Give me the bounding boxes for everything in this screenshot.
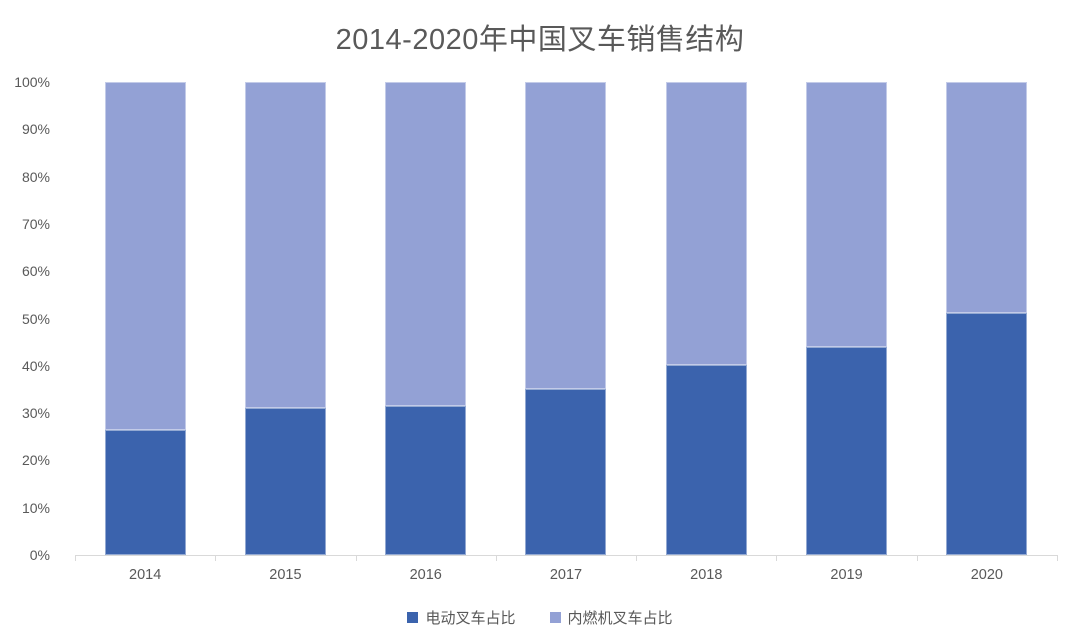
legend-label: 内燃机叉车占比 bbox=[567, 610, 673, 627]
bar-stack bbox=[385, 82, 467, 555]
bar-segment-electric-forklift bbox=[946, 312, 1028, 555]
bar-stack bbox=[244, 82, 326, 555]
bar-category-2016 bbox=[356, 82, 496, 555]
legend: 电动叉车占比 内燃机叉车占比 bbox=[0, 607, 1080, 628]
bar-category-2014 bbox=[75, 82, 215, 555]
bar-segment-ic-forklift bbox=[946, 82, 1028, 313]
bar-category-2020 bbox=[917, 82, 1057, 555]
x-axis-label-2019: 2019 bbox=[830, 567, 863, 583]
x-axis-tick bbox=[215, 555, 217, 561]
bar-segment-ic-forklift bbox=[665, 82, 747, 365]
bar-stack bbox=[525, 82, 607, 555]
x-axis-label-2018: 2018 bbox=[690, 567, 723, 583]
bar-segment-electric-forklift bbox=[244, 408, 326, 555]
bar-segment-electric-forklift bbox=[665, 364, 747, 555]
y-axis-tick-label: 100% bbox=[14, 74, 50, 90]
y-axis-tick-label: 60% bbox=[21, 263, 50, 280]
y-axis-tick-label: 20% bbox=[21, 452, 50, 469]
y-axis-tick-label: 40% bbox=[21, 357, 50, 374]
x-axis-line bbox=[75, 555, 1058, 556]
x-axis-tick bbox=[776, 555, 778, 561]
bar-stack bbox=[946, 82, 1028, 555]
x-axis-labels: 2014 2015 2016 2017 2018 2019 2020 bbox=[75, 567, 1057, 583]
bar-segment-ic-forklift bbox=[806, 82, 888, 348]
y-axis-tick-label: 80% bbox=[21, 168, 50, 185]
y-axis-tick-label: 70% bbox=[21, 215, 50, 232]
bar-segment-electric-forklift bbox=[385, 406, 467, 555]
y-axis-tick-label: 0% bbox=[29, 547, 50, 563]
chart-title: 2014-2020年中国叉车销售结构 bbox=[335, 24, 745, 56]
y-axis-tick-label: 90% bbox=[21, 121, 50, 138]
y-axis-tick-label: 30% bbox=[21, 405, 50, 422]
x-axis-tick bbox=[1057, 555, 1058, 561]
x-axis-label-2017: 2017 bbox=[549, 567, 583, 583]
y-axis-tick-label: 50% bbox=[21, 310, 50, 327]
legend-swatch-ic-forklift bbox=[549, 612, 561, 623]
x-axis-label-2020: 2020 bbox=[970, 567, 1003, 583]
bar-category-2015 bbox=[215, 82, 355, 555]
bar-segment-electric-forklift bbox=[104, 429, 186, 555]
legend-swatch-electric-forklift bbox=[407, 612, 419, 623]
x-axis-label-2015: 2015 bbox=[269, 567, 302, 583]
bar-segment-electric-forklift bbox=[806, 347, 888, 555]
bar-segment-electric-forklift bbox=[525, 389, 607, 555]
bar-category-2018 bbox=[636, 82, 776, 555]
bar-category-2019 bbox=[776, 82, 916, 555]
bar-segment-ic-forklift bbox=[104, 82, 186, 430]
bar-segment-ic-forklift bbox=[244, 82, 326, 409]
x-axis-label-2014: 2014 bbox=[129, 567, 162, 583]
bar-stack bbox=[665, 82, 747, 555]
x-axis-tick bbox=[495, 555, 497, 561]
bar-category-2017 bbox=[496, 82, 636, 555]
plot-area bbox=[75, 82, 1057, 555]
bar-segment-ic-forklift bbox=[385, 82, 467, 406]
x-axis-tick bbox=[75, 555, 76, 561]
x-axis-tick bbox=[636, 555, 638, 561]
legend-item-ic-forklift: 内燃机叉车占比 bbox=[549, 607, 673, 628]
bars-area bbox=[75, 82, 1057, 555]
x-axis-tick bbox=[355, 555, 357, 561]
legend-label: 电动叉车占比 bbox=[425, 610, 516, 627]
y-axis-tick-label: 10% bbox=[21, 499, 50, 516]
bar-stack bbox=[806, 82, 888, 555]
x-axis-label-2016: 2016 bbox=[409, 567, 442, 583]
bar-stack bbox=[104, 82, 186, 555]
bar-segment-ic-forklift bbox=[525, 82, 607, 390]
legend-item-electric-forklift: 电动叉车占比 bbox=[407, 607, 516, 628]
x-axis-tick bbox=[916, 555, 918, 561]
